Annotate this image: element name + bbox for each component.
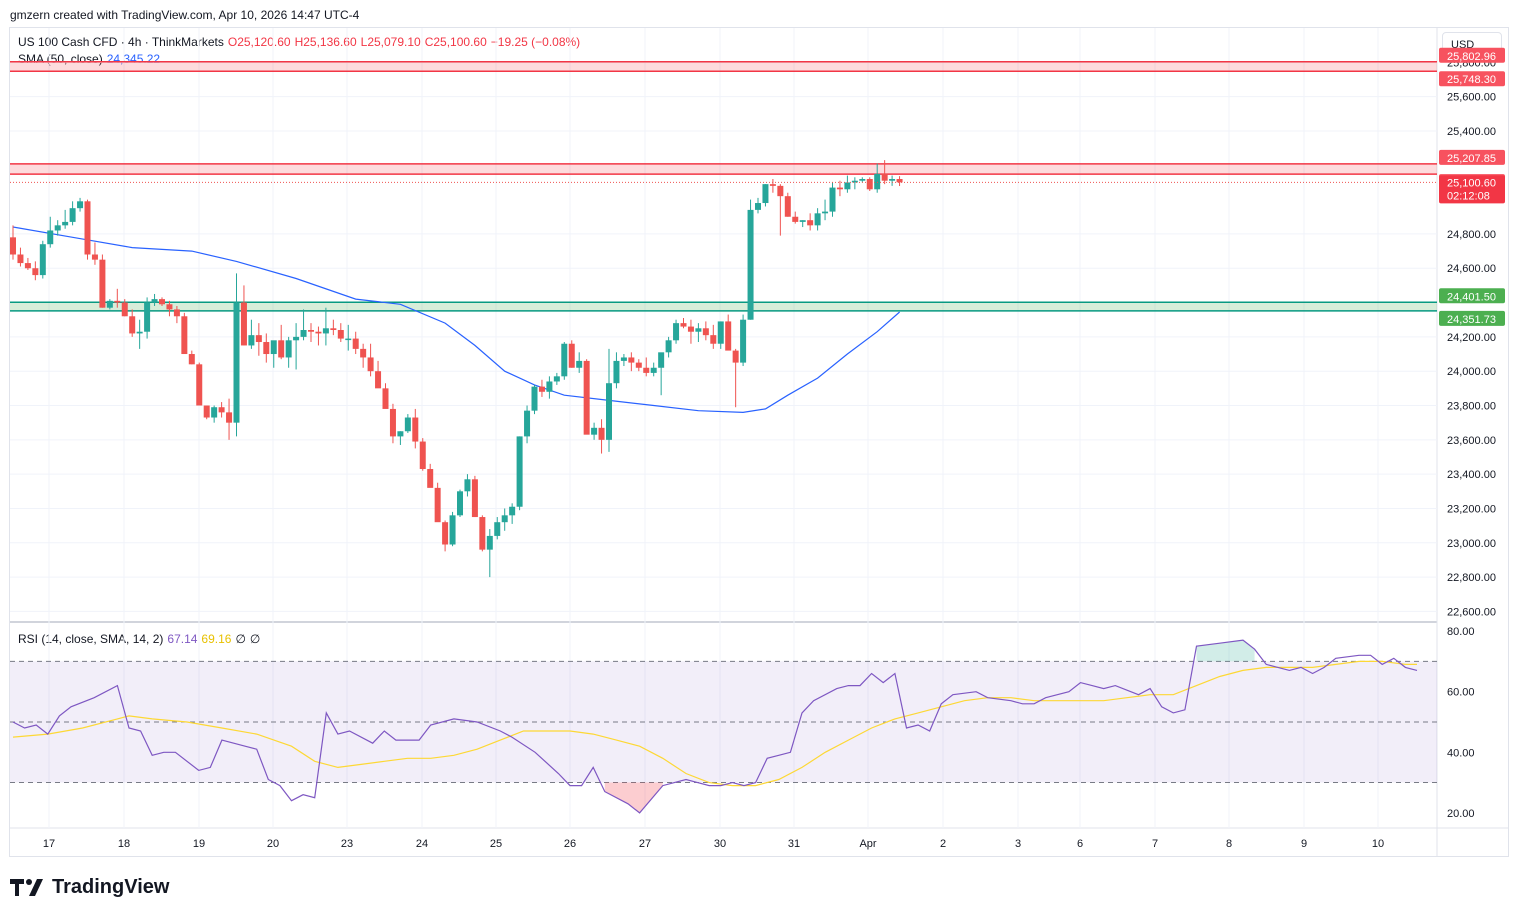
rsi-legend-label[interactable]: RSI (14, close, SMA, 14, 2) [18,632,164,646]
sma-legend: SMA (50, close) 24,345.22 [18,52,164,66]
legend-open: O25,120.60 [227,35,291,49]
legend-low: L25,079.10 [360,35,421,49]
legend-symbol[interactable]: US 100 Cash CFD · 4h · ThinkMarkets [18,35,224,49]
rsi-legend: RSI (14, close, SMA, 14, 2) 67.14 69.16 ∅ ∅ [18,632,264,646]
main-legend: US 100 Cash CFD · 4h · ThinkMarkets O25,1… [18,35,584,49]
currency-button[interactable]: USD [1442,32,1502,56]
chart-frame [9,27,1509,857]
legend-high: H25,136.60 [294,35,357,49]
legend-close: C25,100.60 [424,35,487,49]
tradingview-logo-icon [10,879,43,896]
rsi-legend-extra-1: ∅ [235,632,246,646]
sma-legend-label[interactable]: SMA (50, close) [18,52,103,66]
rsi-legend-ma-value: 69.16 [201,632,232,646]
sma-legend-value: 24,345.22 [106,52,161,66]
chart-credit: gmzern created with TradingView.com, Apr… [10,8,360,22]
tradingview-logo-text: TradingView [52,875,170,898]
rsi-legend-value: 67.14 [167,632,198,646]
rsi-legend-extra-2: ∅ [249,632,261,646]
tradingview-logo[interactable]: TradingView [10,874,169,900]
legend-change: −19.25 (−0.08%) [490,35,581,49]
